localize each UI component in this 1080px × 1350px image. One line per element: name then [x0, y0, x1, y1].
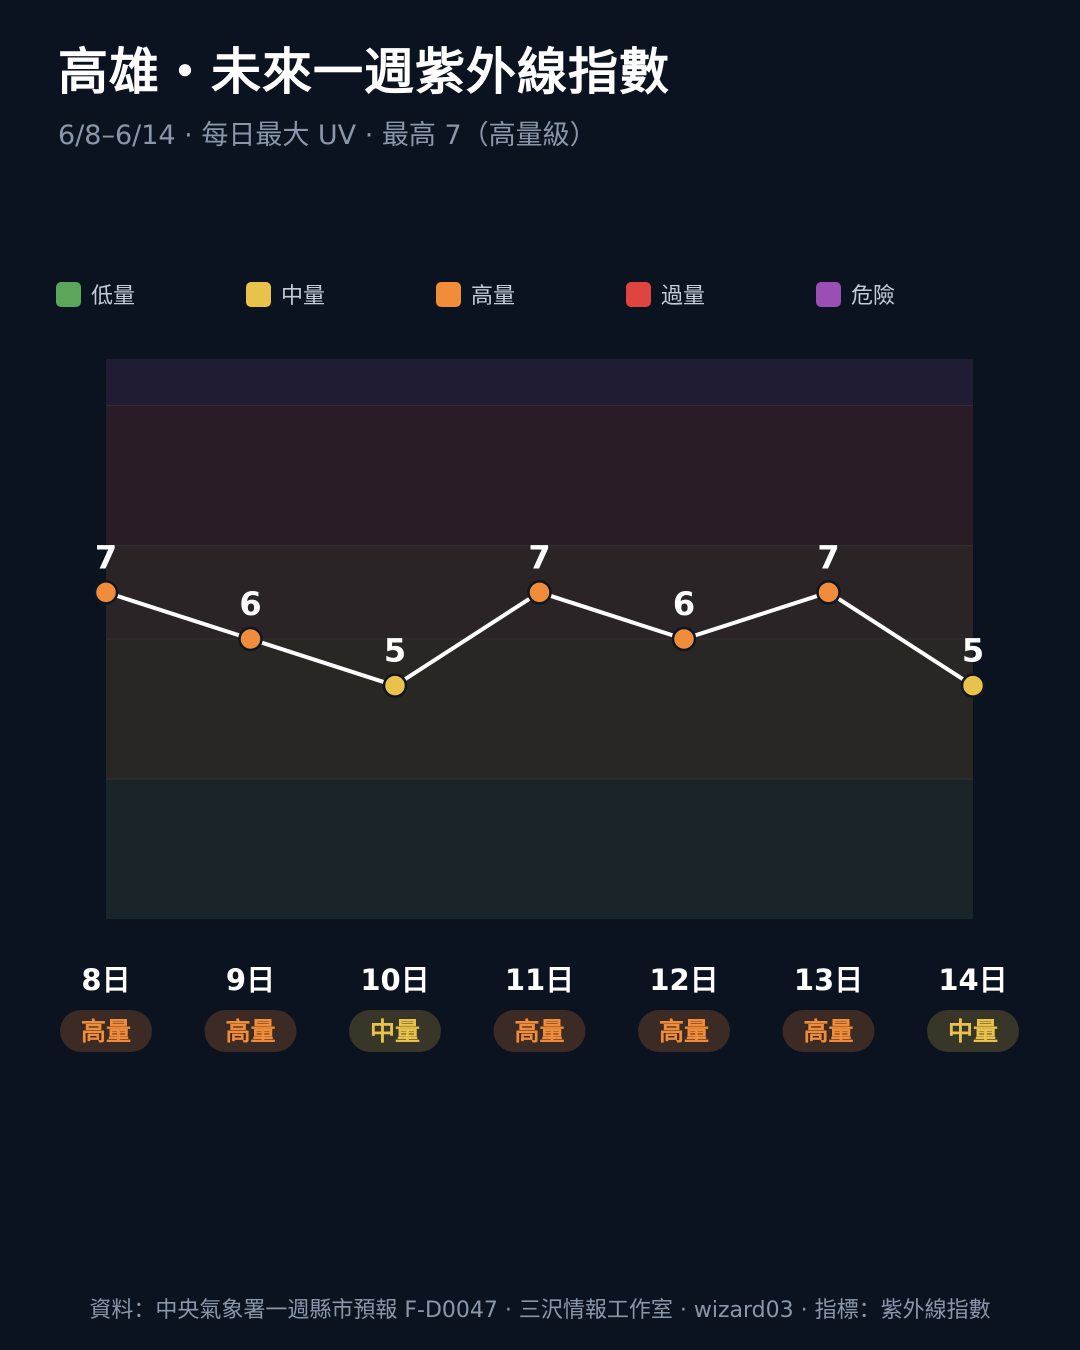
- value-label-5: 7: [817, 538, 839, 576]
- level-badge-bg-0: [60, 1010, 152, 1052]
- source-footer: 資料：中央氣象署一週縣市預報 F-D0047 · 三沢情報工作室 · wizar…: [89, 1298, 991, 1323]
- legend-label-very-high: 過量: [661, 284, 706, 309]
- legend-item-extreme: 危險: [816, 279, 895, 309]
- level-badge-label-4: 高量: [659, 1017, 709, 1046]
- level-badge-bg-2: [349, 1010, 441, 1052]
- legend-item-very-high: 過量: [626, 279, 705, 309]
- x-tick-label-1: 9日: [226, 963, 275, 997]
- uv-level-bands: [106, 359, 973, 919]
- level-badge-label-5: 高量: [803, 1017, 853, 1046]
- data-point-2: [382, 673, 408, 698]
- x-tick-label-3: 11日: [505, 963, 574, 997]
- legend-item-moderate: 中量: [246, 279, 325, 309]
- band-1: [106, 639, 973, 779]
- legend-swatch-low: [56, 281, 81, 307]
- page-title: 高雄・未來一週紫外線指數: [58, 43, 670, 101]
- data-point-5: [816, 580, 841, 605]
- value-label-0: 7: [95, 538, 117, 576]
- legend-item-low: 低量: [56, 279, 135, 309]
- x-axis-labels: 8日 9日 10日 11日 12日 13日 14日: [81, 963, 1007, 997]
- uv-level-badges: 高量 高量 中量 高量 高量 高量 中量: [60, 1010, 1019, 1052]
- value-label-6: 5: [962, 632, 984, 670]
- level-badge-label-6: 中量: [948, 1017, 998, 1046]
- level-badge-label-2: 中量: [370, 1017, 420, 1046]
- legend-label-high: 高量: [471, 284, 516, 309]
- x-tick-label-5: 13日: [794, 963, 863, 997]
- value-label-2: 5: [384, 632, 406, 670]
- band-3: [106, 405, 973, 546]
- data-point-4: [671, 626, 697, 652]
- band-0: [106, 779, 973, 919]
- level-badge-label-3: 高量: [514, 1017, 564, 1046]
- level-badge-bg-1: [204, 1010, 297, 1052]
- x-tick-label-0: 8日: [81, 963, 130, 997]
- x-tick-label-6: 14日: [938, 963, 1007, 997]
- data-point-0: [93, 580, 119, 605]
- data-point-3: [527, 580, 552, 605]
- level-badge-bg-5: [782, 1010, 875, 1052]
- legend-swatch-high: [436, 281, 461, 307]
- legend-label-low: 低量: [91, 284, 136, 309]
- uv-value-labels: 7 6 5 7 6 7 5: [95, 538, 984, 669]
- data-point-6: [960, 673, 986, 698]
- x-tick-label-4: 12日: [649, 963, 718, 997]
- legend-swatch-moderate: [246, 281, 271, 307]
- legend-item-high: 高量: [436, 279, 515, 309]
- value-label-3: 7: [528, 538, 550, 576]
- value-label-1: 6: [239, 585, 261, 623]
- chart-legend: 低量 中量 高量 過量 危險: [56, 279, 1016, 309]
- level-badge-bg-4: [638, 1010, 730, 1052]
- level-badge-bg-6: [927, 1010, 1019, 1052]
- band-4: [106, 359, 973, 406]
- data-point-1: [238, 626, 263, 652]
- uv-points: [93, 580, 986, 698]
- page-subtitle: 6/8–6/14 · 每日最大 UV · 最高 7（高量級）: [58, 120, 597, 151]
- legend-swatch-very-high: [626, 281, 651, 307]
- legend-label-extreme: 危險: [851, 284, 896, 309]
- value-label-4: 6: [673, 585, 695, 623]
- legend-label-moderate: 中量: [281, 284, 326, 309]
- legend-swatch-extreme: [816, 281, 841, 307]
- level-badge-bg-3: [493, 1010, 586, 1052]
- level-badge-label-0: 高量: [81, 1017, 131, 1046]
- x-tick-label-2: 10日: [360, 963, 429, 997]
- level-badge-label-1: 高量: [225, 1017, 275, 1046]
